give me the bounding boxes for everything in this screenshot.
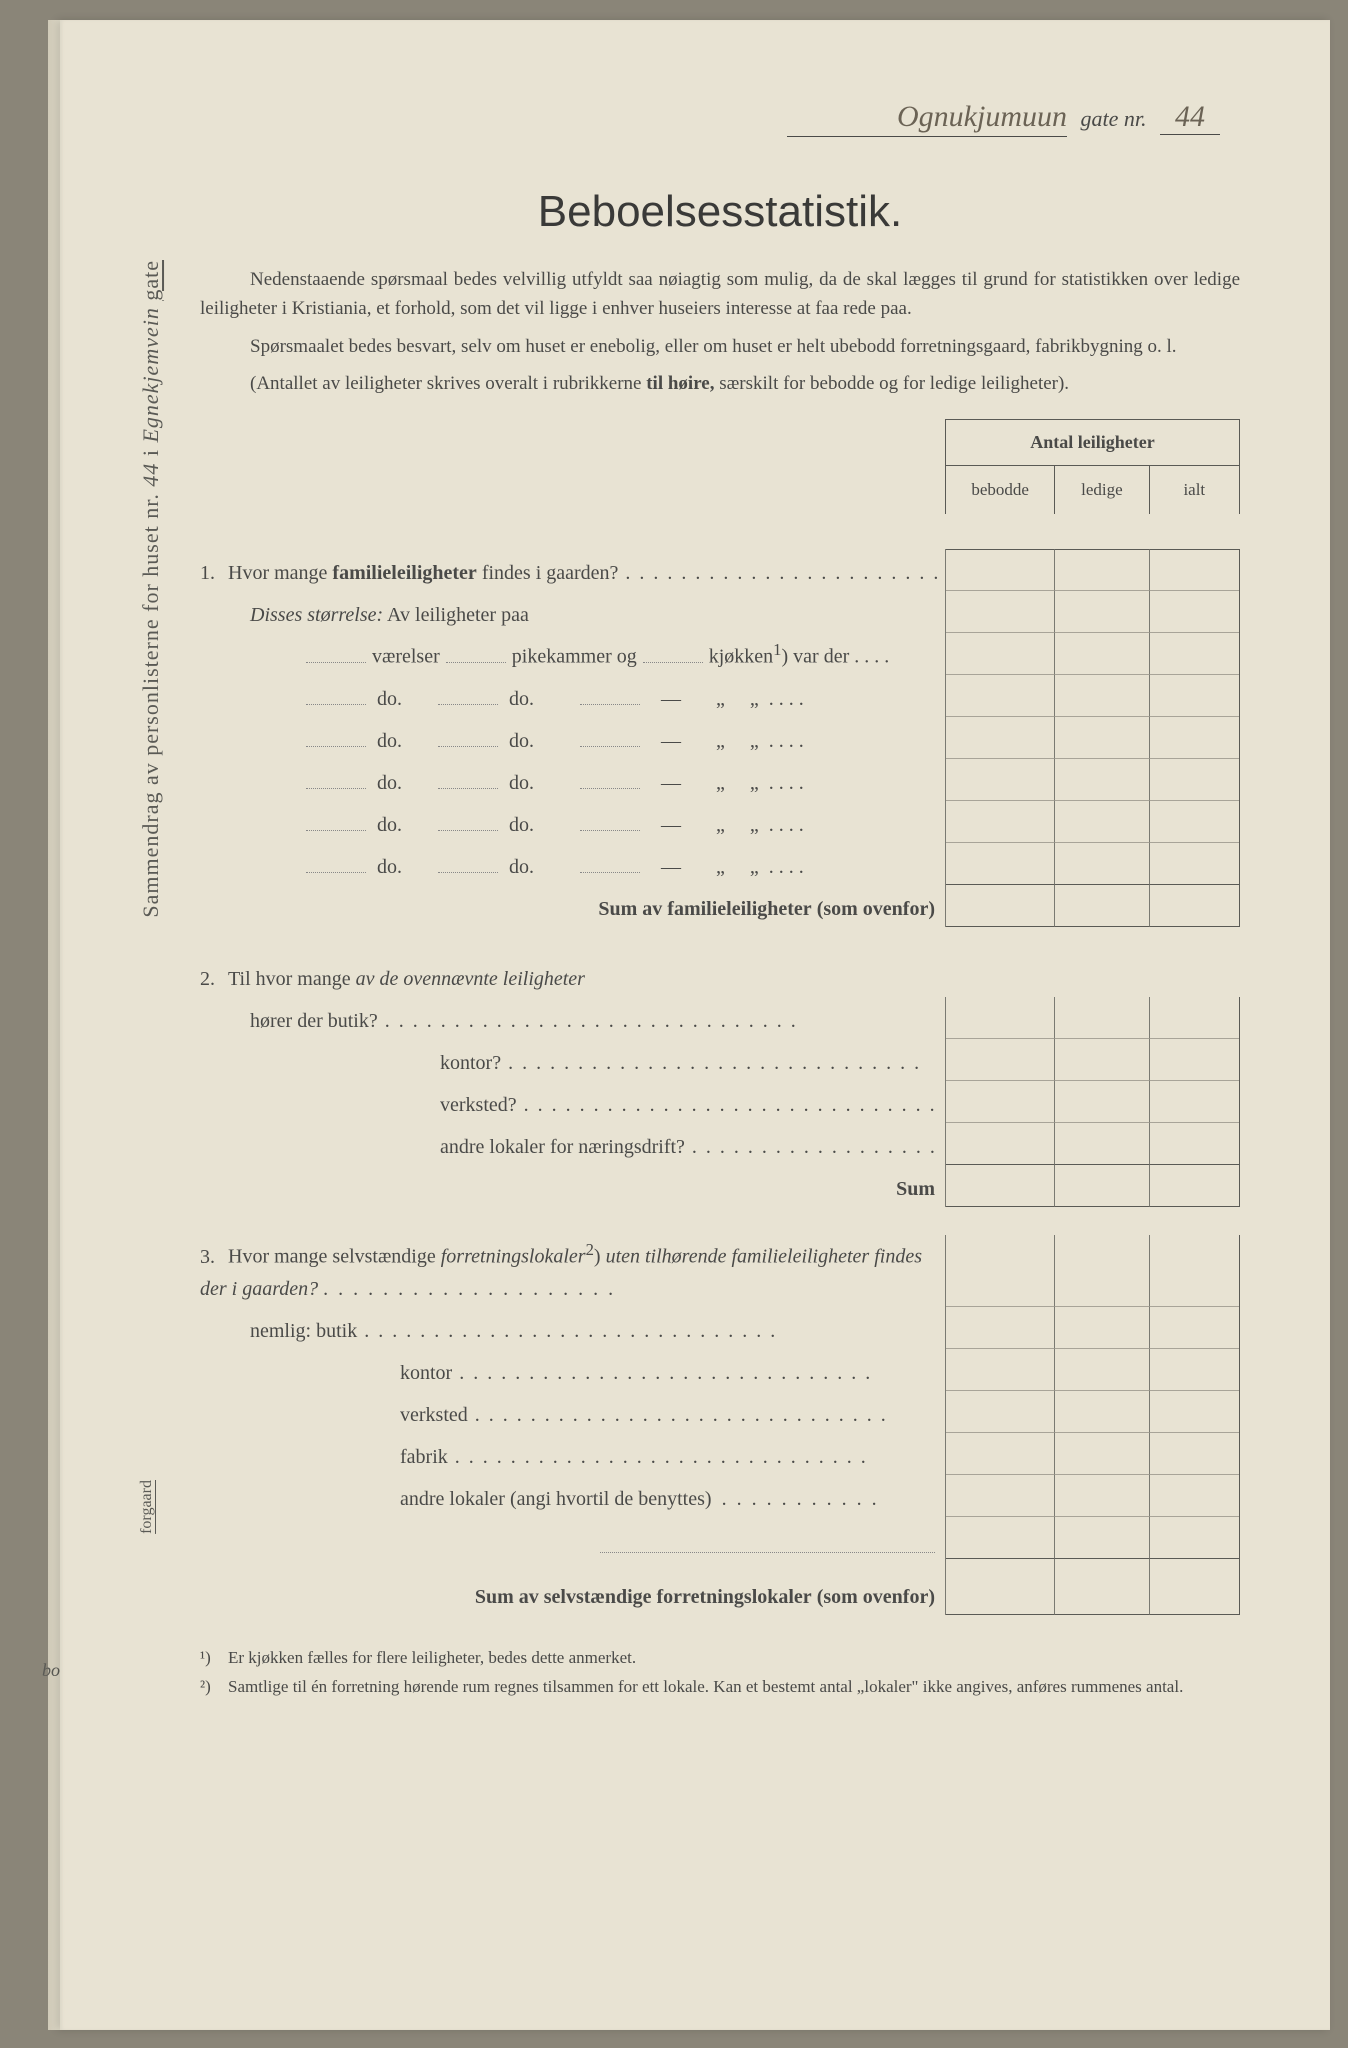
footnote-2-mark: ²) [200, 1674, 228, 1700]
q2-verksted-row: verksted? [200, 1081, 1240, 1123]
vertical-forgaard-label: forgaard [138, 1480, 156, 1534]
q3-andre-row: andre lokaler (angi hvortil de benyttes)… [200, 1475, 1240, 1517]
gate-nr-label: gate nr. [1081, 106, 1147, 131]
col-ledige: ledige [1055, 466, 1149, 514]
intro-paragraph-3: (Antallet av leiligheter skrives overalt… [200, 369, 1240, 398]
vertical-margin-text: Sammendrag av personlisterne for huset n… [138, 260, 164, 918]
q3-fabrik-row: fabrik [200, 1433, 1240, 1475]
header-address-line: Ognukjumuun gate nr. 44 [200, 100, 1240, 137]
q3-sum-ialt[interactable] [1150, 1559, 1239, 1615]
count-table-header: Antal leiligheter bebodde ledige ialt [945, 419, 1240, 514]
q2-main-row: 2.Til hvor mange av de ovennævnte leilig… [200, 955, 1240, 997]
q3-freeform-input[interactable] [600, 1529, 935, 1553]
intro-paragraph-1: Nedenstaaende spørsmaal bedes velvillig … [200, 265, 1240, 324]
gate-number-field[interactable]: 44 [1160, 100, 1220, 135]
document-page: Sammendrag av personlisterne for huset n… [60, 20, 1330, 2030]
q1-size-line-1: værelserpikekammer ogkjøkken1) var der .… [200, 633, 1240, 675]
q1-sum-ledige[interactable] [1055, 885, 1149, 927]
q2-kontor-row: kontor? [200, 1039, 1240, 1081]
q1-do-row-3: do. do. — „ „ . . . . [200, 759, 1240, 801]
col-ialt: ialt [1150, 466, 1239, 514]
q3-blank-row [200, 1517, 1240, 1559]
q3-sum-bebodde[interactable] [946, 1559, 1055, 1615]
q1-main-row: 1.Hvor mange familieleiligheter findes i… [200, 549, 1240, 591]
q1-ialt-input[interactable] [1150, 549, 1239, 591]
q1-do-row-2: do. do. — „ „ . . . . [200, 717, 1240, 759]
q2-andre-row: andre lokaler for næringsdrift? [200, 1123, 1240, 1165]
q1-bebodde-input[interactable] [946, 549, 1055, 591]
page-title: Beboelsesstatistik. [200, 187, 1240, 237]
q3-kontor-row: kontor [200, 1349, 1240, 1391]
q3-verksted-row: verksted [200, 1391, 1240, 1433]
q1-sum-row: Sum av familieleiligheter (som ovenfor) [200, 885, 1240, 927]
intro-paragraph-2: Spørsmaalet bedes besvart, selv om huset… [200, 332, 1240, 361]
q1-sum-bebodde[interactable] [946, 885, 1055, 927]
footnote-2-text: Samtlige til én forretning hørende rum r… [228, 1674, 1183, 1700]
footnotes: ¹)Er kjøkken fælles for flere leilighete… [200, 1645, 1240, 1700]
q3-sum-ledige[interactable] [1055, 1559, 1149, 1615]
q1-do-row-4: do. do. — „ „ . . . . [200, 801, 1240, 843]
q1-sum-ialt[interactable] [1150, 885, 1239, 927]
q2-sum-ledige[interactable] [1055, 1165, 1149, 1207]
footnote-1-mark: ¹) [200, 1645, 228, 1671]
col-bebodde: bebodde [946, 466, 1055, 514]
q3-butik-row: nemlig: butik [200, 1307, 1240, 1349]
q3-sum-row: Sum av selvstændige forretningslokaler (… [200, 1559, 1240, 1615]
q1-do-row-5: do. do. — „ „ . . . . [200, 843, 1240, 885]
q2-butik-row: hører der butik? [200, 997, 1240, 1039]
footnote-1-text: Er kjøkken fælles for flere leiligheter,… [228, 1645, 636, 1671]
q1-do-row-1: do. do. — „ „ . . . . [200, 675, 1240, 717]
table-header-title: Antal leiligheter [946, 420, 1239, 466]
q1-size-label-row: Disses størrelse: Av leiligheter paa [200, 591, 1240, 633]
q1-ledige-input[interactable] [1055, 549, 1149, 591]
q2-sum-bebodde[interactable] [946, 1165, 1055, 1207]
q2-sum-row: Sum [200, 1165, 1240, 1207]
q2-sum-ialt[interactable] [1150, 1165, 1239, 1207]
q3-main-row: 3.Hvor mange selvstændige forretningslok… [200, 1235, 1240, 1307]
street-name-field[interactable]: Ognukjumuun [787, 100, 1067, 137]
